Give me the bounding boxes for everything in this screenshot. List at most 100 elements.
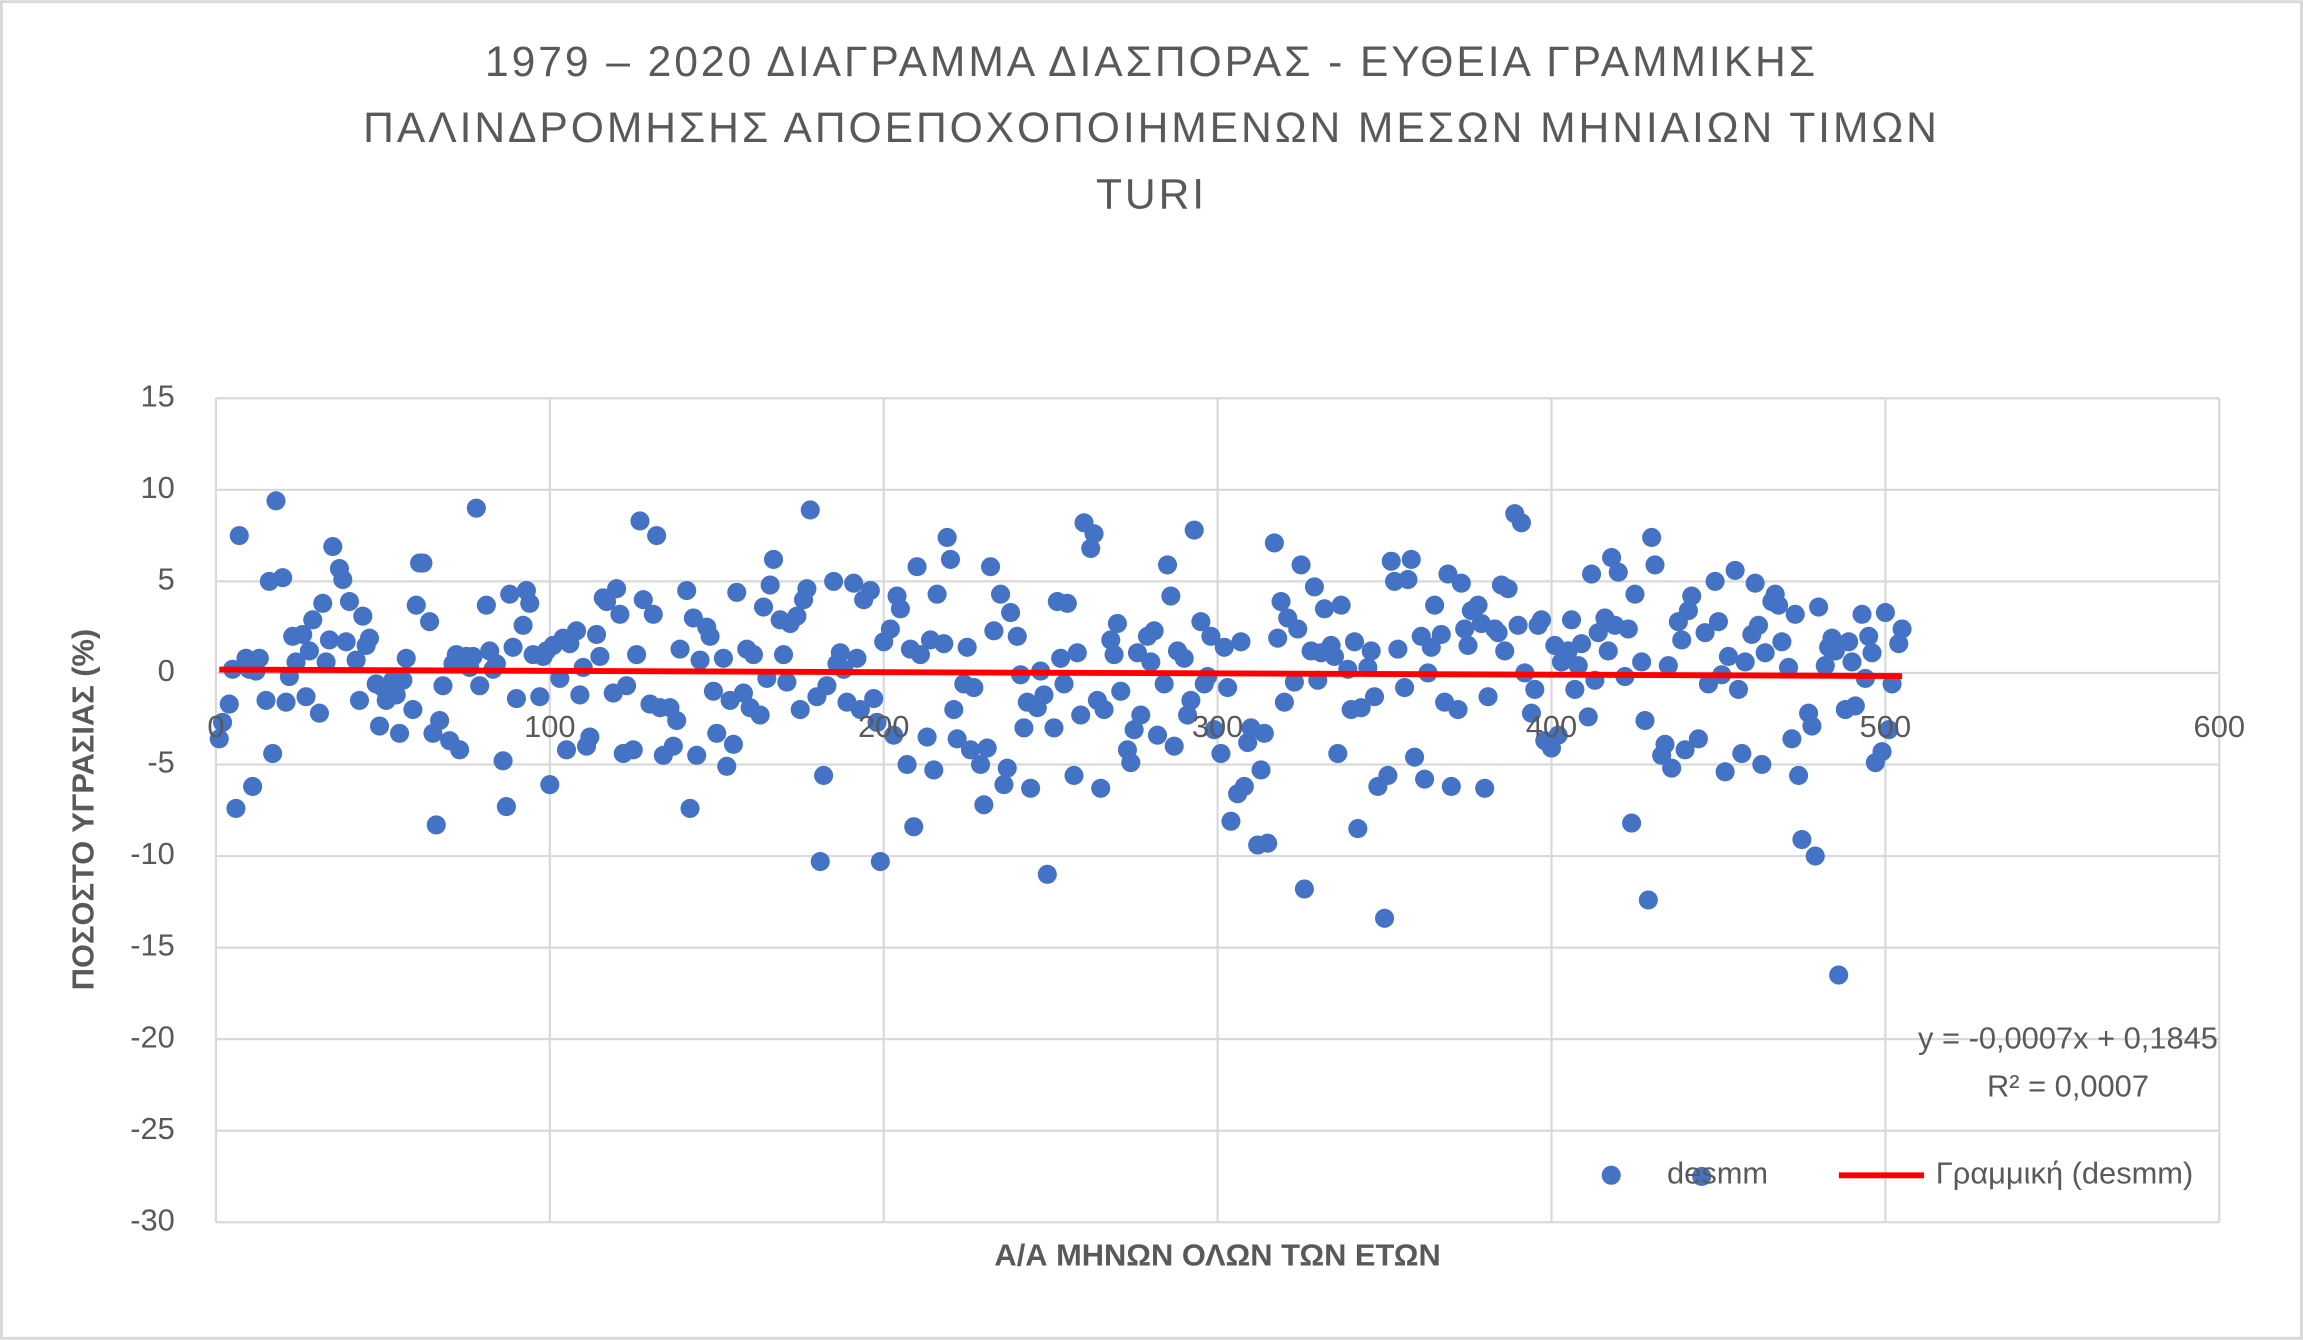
scatter-point [430,710,450,731]
scatter-point [864,689,884,709]
scatter-point [1238,732,1258,753]
scatter-point [1421,637,1441,657]
scatter-point [249,648,269,668]
scatter-point [1164,736,1184,756]
y-tick-label: 15 [140,378,174,413]
scatter-point [1718,646,1739,667]
scatter-point [687,745,707,765]
scatter-point [814,765,834,786]
scatter-point [1779,657,1799,677]
scatter-point [1608,562,1628,582]
scatter-point [1448,700,1468,720]
scatter-point [339,591,360,612]
scatter-point [1121,753,1141,773]
trend-equation: y = -0,0007x + 0,1845 [1918,1020,2218,1055]
scatter-point [450,740,470,760]
scatter-point [273,568,293,588]
scatter-point [743,645,764,665]
scatter-point [940,549,961,569]
scatter-point [860,580,880,601]
scatter-point [677,580,697,601]
scatter-point [777,672,797,692]
scatter-point [713,648,733,668]
scatter-point [1328,743,1348,764]
scatter-point [390,723,410,743]
scatter-point [944,700,964,720]
scatter-point [630,511,650,531]
scatter-point [500,584,520,604]
y-tick-label: -10 [130,836,175,871]
scatter-point [991,584,1011,604]
scatter-point [1084,524,1104,544]
scatter-point [797,579,817,599]
scatter-point [540,775,560,795]
scatter-point [1815,656,1835,676]
scatter-point [733,683,754,703]
scatter-point [670,639,690,659]
scatter-point [934,634,954,654]
scatter-point [1451,573,1471,593]
scatter-point [1578,707,1598,727]
scatter-point [413,553,433,573]
scatter-point [1067,643,1087,663]
scatter-point [1351,698,1371,718]
scatter-point [977,738,997,758]
scatter-point [790,700,810,720]
scatter-point [590,646,610,667]
scatter-point [1511,513,1531,533]
scatter-point [1879,720,1899,740]
scatter-point [286,652,306,672]
scatter-point [1034,685,1054,705]
scatter-point [1588,623,1608,643]
scatter-point [316,652,336,672]
scatter-point [1364,687,1385,707]
scatter-point [763,549,784,569]
scatter-point [850,700,870,720]
scatter-point [1051,648,1071,668]
scatter-point [1455,619,1475,639]
scatter-point [587,624,607,645]
scatter-point [1021,778,1041,798]
trend-r-squared: R² = 0,0007 [1987,1069,2149,1104]
scatter-point [980,557,1001,577]
scatter-point [1875,602,1895,623]
scatter-point [556,740,577,760]
scatter-point [1772,632,1792,652]
y-axis-title: ΠΟΣΟΣΤΟ ΥΓΡΑΣΙΑΣ (%) [65,629,100,990]
scatter-point [1755,643,1775,663]
scatter-point [1708,612,1728,632]
scatter-point [530,687,550,707]
scatter-point [1191,612,1211,632]
scatter-point [1441,776,1461,797]
scatter-point [1508,615,1528,635]
scatter-point [817,676,837,696]
scatter-point [1582,564,1602,584]
scatter-point [299,641,319,661]
scatter-point [1889,634,1909,654]
scatter-point [1768,595,1789,615]
scatter-point [760,575,780,595]
scatter-point [1635,710,1655,731]
scatter-point [1154,674,1174,694]
scatter-point [830,643,850,663]
scatter-point [1081,538,1101,558]
scatter-point [1201,626,1221,646]
scatter-point [1882,674,1902,694]
scatter-point [1839,632,1859,652]
scatter-point [1732,743,1752,764]
scatter-point [303,610,323,630]
scatter-point [470,676,490,696]
scatter-point [723,734,743,754]
scatter-point [667,710,687,731]
y-tick-label: 5 [158,562,175,597]
scatter-point [867,712,887,732]
scatter-point [276,692,296,712]
scatter-point [243,776,263,797]
scatter-point [1374,908,1395,928]
scatter-point [1728,679,1749,699]
scatter-point [1381,551,1401,571]
scatter-point [1161,586,1181,606]
chart-title: ΠΑΛΙΝΔΡΟΜΗΣΗΣ ΑΠΟΕΠΟΧΟΠΟΙΗΜΕΝΩΝ ΜΕΣΩΝ ΜΗ… [363,104,1940,152]
scatter-point [1211,743,1231,764]
x-tick-label: 200 [858,709,909,744]
